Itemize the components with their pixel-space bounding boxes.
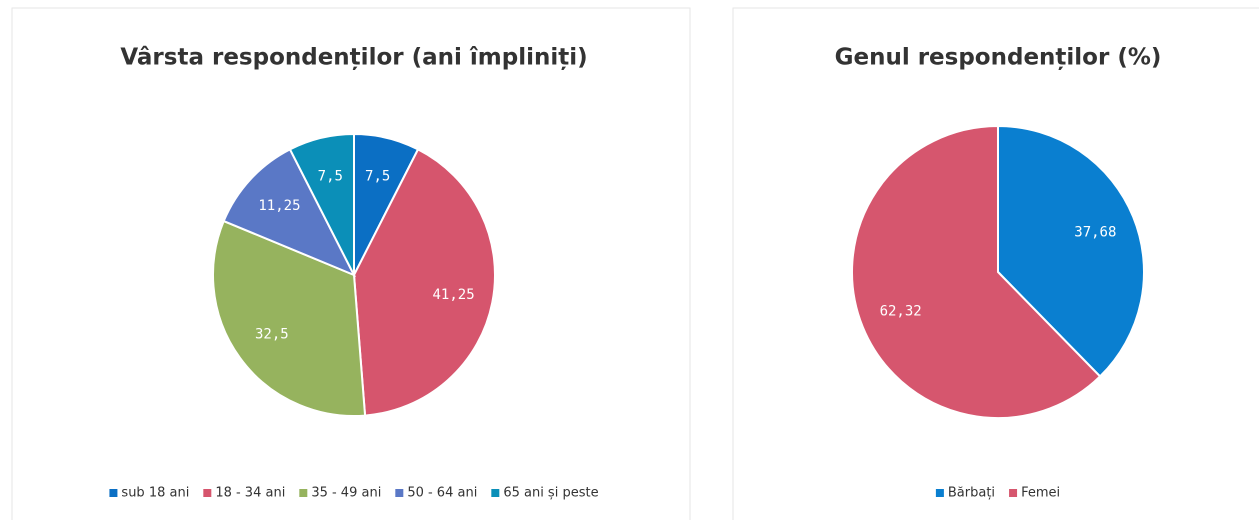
legend: sub 18 ani 18 - 34 ani 35 - 49 ani 50 - 64 … (109, 486, 599, 501)
legend-label: 50 - 64 ani (407, 486, 477, 501)
legend-swatch (395, 489, 404, 497)
legend-label: 18 - 34 ani (215, 486, 285, 501)
legend: Bărbați Femei (935, 486, 1060, 501)
data-label: 7,5 (318, 168, 343, 184)
legend-swatch (203, 489, 212, 497)
legend-label: Bărbați (948, 486, 995, 501)
data-label: 32,5 (255, 327, 289, 343)
data-label: 11,25 (258, 198, 300, 214)
pie-slice (288, 132, 355, 276)
chart-title: Genul respondenților (%) (835, 45, 1162, 71)
pie-slice (352, 148, 496, 417)
data-label: 7,5 (365, 168, 390, 184)
legend-label: 65 ani și peste (503, 486, 598, 501)
chart-title: Vârsta respondenților (ani împliniți) (120, 45, 587, 71)
legend-swatch (109, 489, 118, 497)
legend-swatch (935, 489, 944, 497)
pie-slice (222, 148, 357, 277)
legend-label: 35 - 49 ani (311, 486, 381, 501)
panel (11, 7, 691, 520)
legend-label: Femei (1021, 486, 1060, 501)
panel (732, 7, 1259, 520)
data-label: 41,25 (432, 287, 474, 303)
pie-slice (997, 124, 1145, 378)
legend-swatch (491, 489, 500, 497)
data-label: 62,32 (880, 304, 922, 320)
pie-slice (212, 219, 367, 417)
legend-label: sub 18 ani (121, 486, 189, 501)
pie-slice (851, 124, 1102, 419)
data-label: 37,68 (1074, 224, 1116, 240)
legend-swatch (299, 489, 308, 497)
legend-swatch (1009, 489, 1018, 497)
